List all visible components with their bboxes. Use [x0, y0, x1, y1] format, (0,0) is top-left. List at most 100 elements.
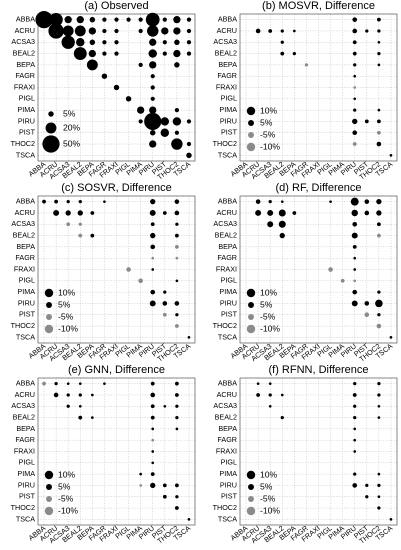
- data-point: [353, 86, 357, 89]
- data-point: [364, 312, 370, 318]
- y-tick-label: BEPA: [16, 424, 35, 433]
- y-tick-label: PIGL: [221, 94, 237, 103]
- panel-title: (f) RFNN, Difference: [268, 364, 368, 376]
- data-point: [150, 415, 155, 420]
- data-point: [76, 16, 84, 24]
- y-tick-label: PIMA: [219, 105, 237, 114]
- data-point: [267, 221, 274, 228]
- data-point: [377, 233, 381, 238]
- data-point: [364, 210, 370, 216]
- data-point: [66, 222, 71, 227]
- data-point: [377, 382, 381, 386]
- data-point: [114, 28, 119, 34]
- data-point: [377, 472, 381, 476]
- data-point: [160, 117, 170, 126]
- data-point: [64, 16, 72, 24]
- data-point: [78, 393, 82, 397]
- data-point: [102, 51, 107, 56]
- y-tick-label: FRAXI: [14, 446, 35, 455]
- legend-label: 10%: [260, 105, 278, 115]
- y-tick-label: BEAL2: [13, 230, 35, 239]
- y-tick-label: PIRU: [220, 116, 237, 125]
- data-point: [102, 28, 107, 34]
- data-point: [49, 12, 63, 27]
- data-point: [351, 209, 358, 217]
- y-tick-label: FAGR: [217, 435, 237, 444]
- data-point: [364, 199, 370, 204]
- legend-marker: [46, 484, 52, 490]
- data-point: [103, 382, 106, 385]
- y-tick-label: ACRU: [15, 26, 35, 35]
- y-tick-label: PIGL: [221, 276, 237, 285]
- data-point: [353, 97, 357, 101]
- data-point: [186, 40, 192, 45]
- y-tick-label: ACSA3: [11, 37, 35, 46]
- data-point: [352, 51, 357, 56]
- data-point: [161, 27, 169, 35]
- data-point: [102, 40, 107, 45]
- data-point: [175, 324, 179, 328]
- y-tick-label: ACRU: [15, 208, 35, 217]
- data-point: [186, 141, 192, 147]
- y-tick-label: FRAXI: [14, 264, 35, 273]
- data-point: [351, 300, 358, 307]
- y-tick-label: PIRU: [220, 298, 237, 307]
- legend-marker: [44, 470, 54, 480]
- y-tick-label: PIRU: [18, 298, 35, 307]
- data-point: [125, 96, 132, 102]
- y-tick-label: TSCA: [16, 514, 35, 523]
- data-point: [150, 74, 155, 79]
- data-point: [304, 63, 309, 67]
- data-point: [377, 416, 381, 419]
- legend-label: -10%: [260, 505, 280, 515]
- data-point: [162, 40, 167, 45]
- data-point: [151, 427, 155, 431]
- data-point: [174, 130, 179, 135]
- data-point: [150, 222, 155, 227]
- data-point: [278, 220, 286, 228]
- data-point: [175, 279, 179, 283]
- y-tick-label: PIGL: [221, 458, 237, 467]
- y-tick-label: FAGR: [15, 253, 35, 262]
- legend-label: 5%: [260, 299, 273, 309]
- data-point: [353, 279, 357, 283]
- data-point: [78, 382, 82, 385]
- y-tick-label: BEAL2: [13, 48, 35, 57]
- data-point: [377, 119, 381, 124]
- data-point: [150, 404, 155, 409]
- data-point: [101, 73, 108, 79]
- panel-title: (a) Observed: [84, 0, 148, 12]
- panel-5: (e) GNN, Difference ABBA ACRU ACSA3 BEAL2 BEP…: [11, 364, 196, 546]
- legend-label: -5%: [260, 129, 276, 139]
- data-point: [66, 393, 70, 397]
- legend: 5% 20% 50%: [42, 108, 81, 153]
- y-tick-label: PIMA: [17, 105, 35, 114]
- data-point: [186, 152, 192, 159]
- data-point: [175, 233, 179, 238]
- panel-3: (c) SOSVR, Difference ABBA ACRU ACSA3 BEAL2 B…: [11, 182, 196, 364]
- y-tick-label: FAGR: [15, 71, 35, 80]
- data-point: [172, 117, 182, 126]
- data-point: [375, 299, 383, 308]
- data-point: [352, 393, 357, 397]
- legend-marker: [246, 506, 256, 516]
- data-point: [145, 12, 160, 27]
- data-point: [151, 438, 155, 442]
- data-point: [280, 415, 284, 420]
- data-point: [150, 482, 156, 489]
- data-point: [352, 118, 358, 125]
- data-point: [352, 483, 358, 488]
- data-point: [352, 142, 357, 146]
- data-point: [42, 381, 46, 386]
- data-point: [149, 38, 157, 46]
- data-point: [74, 25, 86, 37]
- data-point: [90, 211, 95, 215]
- data-point: [377, 51, 381, 56]
- panel-title: (b) MOSVR, Difference: [262, 0, 375, 12]
- data-point: [353, 404, 357, 408]
- data-point: [174, 301, 180, 306]
- data-point: [150, 232, 156, 239]
- data-point: [352, 245, 357, 249]
- data-point: [364, 301, 370, 306]
- y-tick-label: ACSA3: [11, 401, 35, 410]
